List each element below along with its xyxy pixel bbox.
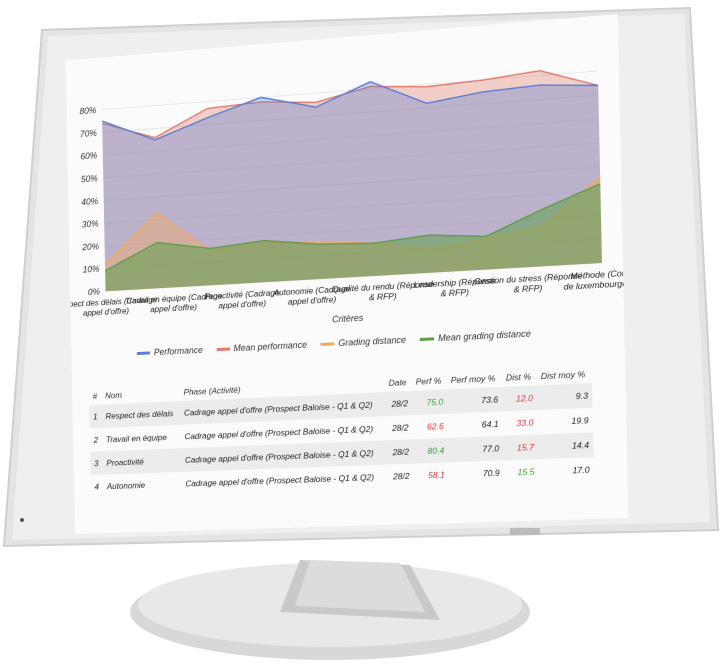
- col-dist: Dist %: [505, 371, 532, 383]
- legend-swatch: [419, 336, 435, 341]
- series-area-0: [101, 63, 602, 292]
- cell-perf-moy: 64.1: [481, 418, 499, 430]
- monitor-screen: 0% 10% 20% 30% 40% 50% 60% 70% 80% Respect des dé…: [65, 14, 629, 534]
- legend-swatch: [320, 341, 335, 346]
- series-area-1: [101, 66, 602, 292]
- cell-dist: 15.5: [517, 466, 535, 478]
- monitor-button: [510, 528, 540, 535]
- y-tick-label: 20%: [81, 241, 99, 252]
- cell-perf: 80.4: [412, 438, 449, 464]
- y-tick-label: 40%: [81, 196, 98, 207]
- cell-dist-moy: 9.3: [536, 383, 593, 411]
- y-tick-label: 0%: [88, 287, 100, 298]
- cell-name: Proactivité: [102, 448, 182, 475]
- cell-dist-moy: 19.9: [571, 415, 589, 427]
- cell-perf-moy: 77.0: [447, 435, 504, 463]
- cell-date: 28/2: [385, 439, 414, 465]
- cell-dist: 12.0: [501, 385, 538, 412]
- y-tick-label: 50%: [81, 173, 98, 184]
- cell-number: 4: [94, 481, 100, 492]
- cell-name: Travail en équipe: [105, 432, 167, 445]
- y-tick-label: 80%: [79, 105, 96, 116]
- y-tick-label: 10%: [83, 264, 100, 275]
- legend-swatch: [216, 346, 230, 351]
- x-tick-label: Méthode (Coursde luxembourgeois): [563, 267, 624, 292]
- cell-dist-moy: 17.0: [572, 464, 590, 476]
- area-chart: 0%10%20%30%40%50%60%70%80%Respect des dé…: [65, 14, 624, 325]
- col-dist-moy: Dist moy %: [540, 368, 586, 382]
- cell-dist: 33.0: [516, 417, 534, 429]
- cell-number: 3: [90, 451, 103, 476]
- cell-date: 28/2: [391, 422, 409, 434]
- cell-perf-moy: 70.9: [482, 467, 500, 479]
- cell-date: 28/2: [384, 390, 413, 417]
- power-led: [20, 518, 24, 522]
- legend-label: Grading distance: [338, 334, 407, 349]
- cell-perf: 58.1: [427, 469, 445, 481]
- cell-number: 1: [89, 404, 102, 429]
- col-number: #: [92, 391, 98, 402]
- cell-name: Autonomie: [106, 480, 146, 492]
- series-area-3: [104, 183, 602, 292]
- x-tick-label: Autonomie (Cadrageappel d'offre): [272, 283, 351, 307]
- col-perf-moy: Perf moy %: [450, 372, 496, 386]
- y-tick-label: 60%: [80, 151, 97, 162]
- col-perf: Perf %: [415, 375, 442, 387]
- x-tick-label: Proactivité (Cadrageappel d'offre): [205, 287, 280, 311]
- cell-name: Respect des délais: [101, 401, 181, 428]
- dashboard: 0% 10% 20% 30% 40% 50% 60% 70% 80% Respect des dé…: [65, 14, 629, 534]
- y-tick-label: 30%: [82, 219, 99, 230]
- criteria-table: # Nom Phase (Activité) Date Perf % Perf …: [89, 364, 594, 498]
- x-axis-title: Critères: [332, 313, 364, 325]
- cell-perf: 75.0: [411, 389, 448, 416]
- cell-date: 28/2: [392, 470, 410, 482]
- legend-swatch: [136, 350, 151, 355]
- cell-perf-moy: 73.6: [446, 386, 503, 414]
- cell-dist-moy: 14.4: [537, 432, 594, 460]
- x-tick-label: Leadership (Réponse& RFP): [414, 275, 497, 300]
- legend-item-performance: Performance: [136, 344, 203, 358]
- col-date: Date: [388, 377, 407, 388]
- cell-perf: 62.6: [426, 420, 444, 432]
- cell-number: 2: [93, 434, 99, 445]
- legend-label: Performance: [153, 344, 203, 358]
- y-tick-label: 70%: [80, 128, 97, 139]
- cell-dist: 15.7: [503, 434, 539, 461]
